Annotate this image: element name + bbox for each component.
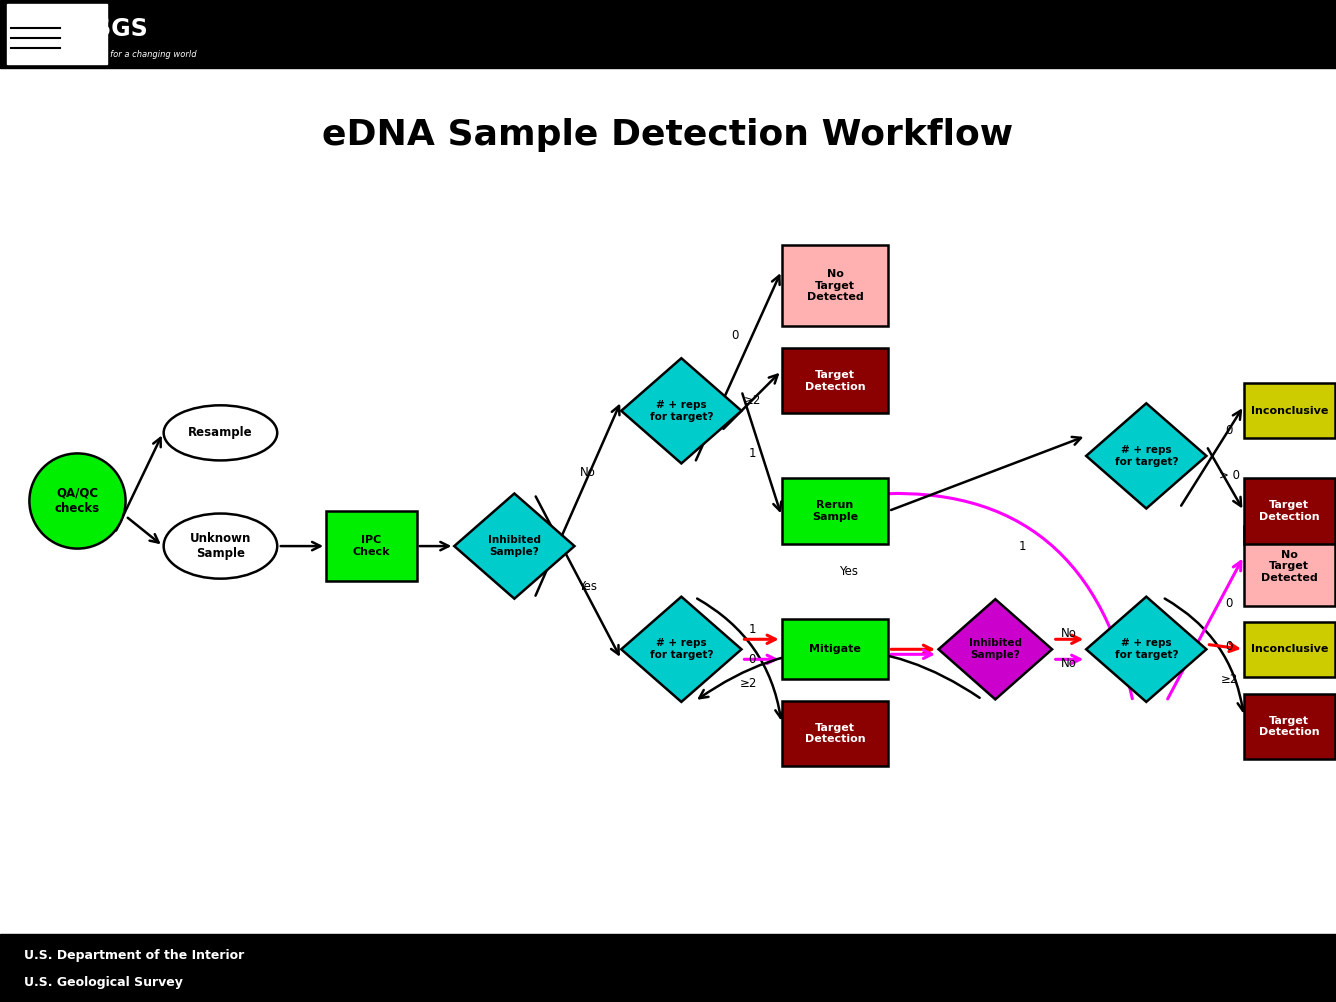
Text: Target
Detection: Target Detection [804, 370, 866, 392]
Text: U.S. Geological Survey: U.S. Geological Survey [24, 976, 183, 989]
Text: No: No [1061, 657, 1077, 669]
Polygon shape [1086, 403, 1206, 508]
Text: No
Target
Detected: No Target Detected [1261, 549, 1317, 583]
Text: 1: 1 [1018, 540, 1026, 552]
Ellipse shape [29, 453, 126, 549]
FancyBboxPatch shape [782, 701, 888, 766]
Text: 1: 1 [748, 448, 756, 460]
Bar [7, 4, 107, 64]
Text: Unknown
Sample: Unknown Sample [190, 532, 251, 560]
Polygon shape [454, 494, 574, 599]
FancyBboxPatch shape [326, 511, 417, 581]
Text: Mitigate: Mitigate [810, 644, 860, 654]
Text: Inhibited
Sample?: Inhibited Sample? [488, 535, 541, 557]
Text: ≥2: ≥2 [739, 677, 758, 689]
Text: # + reps
for target?: # + reps for target? [1114, 445, 1178, 467]
Ellipse shape [164, 406, 278, 461]
Text: 0: 0 [1225, 597, 1233, 609]
Polygon shape [621, 359, 741, 464]
FancyBboxPatch shape [1244, 384, 1335, 439]
Bar [0, 934, 1336, 1002]
Text: U.S. Department of the Interior: U.S. Department of the Interior [24, 949, 244, 962]
Polygon shape [621, 597, 741, 701]
Text: IPC
Check: IPC Check [353, 535, 390, 557]
Text: # + reps
for target?: # + reps for target? [649, 400, 713, 422]
FancyBboxPatch shape [782, 245, 888, 326]
Text: Rerun
Sample: Rerun Sample [812, 500, 858, 522]
Text: USGS: USGS [76, 17, 148, 41]
Text: Yes: Yes [578, 580, 597, 592]
Text: No: No [580, 467, 596, 479]
Text: 0: 0 [1225, 640, 1233, 652]
FancyBboxPatch shape [1244, 526, 1335, 606]
FancyBboxPatch shape [782, 479, 888, 543]
FancyBboxPatch shape [1244, 479, 1335, 543]
Text: Resample: Resample [188, 427, 253, 439]
Text: 0: 0 [731, 330, 739, 342]
Bar [0, 0, 1336, 68]
Text: Yes: Yes [839, 565, 858, 577]
Text: ≥2: ≥2 [1220, 673, 1238, 685]
Text: Target
Detection: Target Detection [804, 722, 866, 744]
Text: Inhibited
Sample?: Inhibited Sample? [969, 638, 1022, 660]
Text: science for a changing world: science for a changing world [76, 50, 196, 59]
Text: # + reps
for target?: # + reps for target? [1114, 638, 1178, 660]
Text: 1: 1 [748, 623, 756, 635]
Text: Inconclusive: Inconclusive [1250, 406, 1328, 416]
Text: eDNA Sample Detection Workflow: eDNA Sample Detection Workflow [322, 118, 1014, 152]
Text: QA/QC
checks: QA/QC checks [55, 487, 100, 515]
Polygon shape [1086, 597, 1206, 701]
Text: ≥2: ≥2 [743, 395, 762, 407]
Text: # + reps
for target?: # + reps for target? [649, 638, 713, 660]
FancyBboxPatch shape [782, 619, 888, 679]
Text: > 0: > 0 [1218, 470, 1240, 482]
Text: Inconclusive: Inconclusive [1250, 644, 1328, 654]
Text: Target
Detection: Target Detection [1259, 715, 1320, 737]
Text: 0: 0 [748, 653, 756, 665]
Text: Target
Detection: Target Detection [1259, 500, 1320, 522]
Text: 0: 0 [1225, 425, 1233, 437]
FancyBboxPatch shape [1244, 693, 1335, 760]
Text: No
Target
Detected: No Target Detected [807, 269, 863, 303]
FancyBboxPatch shape [1244, 621, 1335, 677]
Polygon shape [938, 599, 1053, 699]
FancyBboxPatch shape [782, 349, 888, 413]
Text: No: No [1061, 627, 1077, 639]
Ellipse shape [164, 513, 278, 579]
